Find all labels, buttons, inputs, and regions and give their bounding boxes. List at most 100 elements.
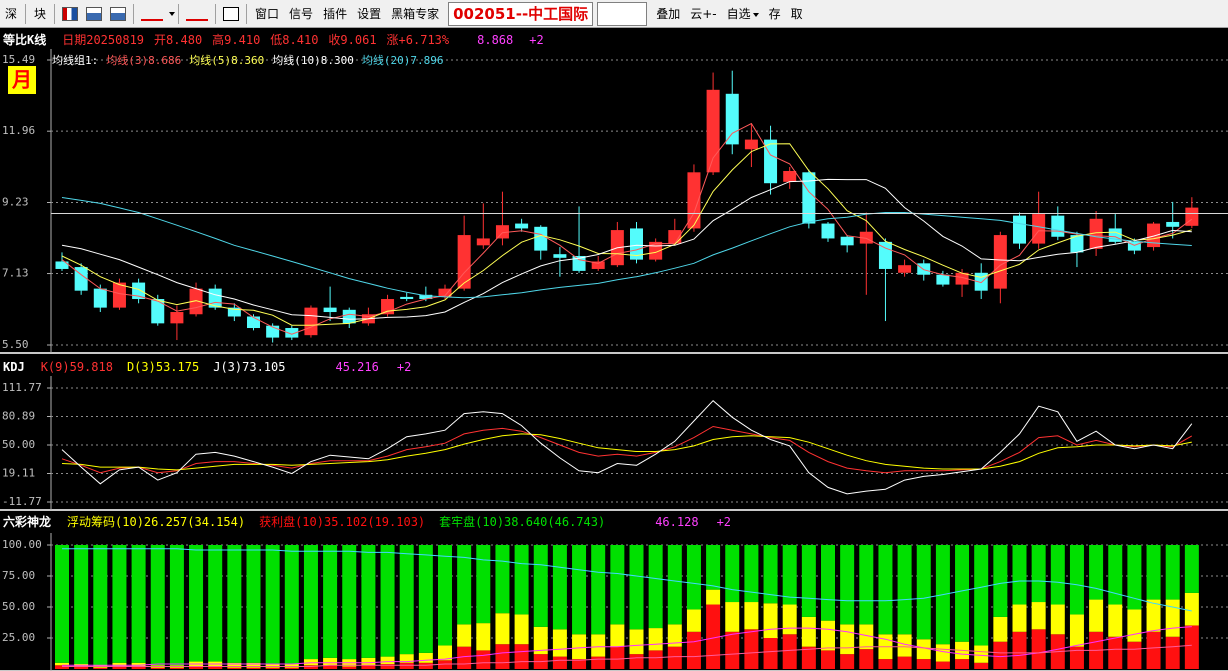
candle-body — [783, 170, 797, 182]
toolbar-button[interactable]: 取 — [790, 7, 803, 21]
bar-segment — [782, 634, 797, 669]
bar-segment — [380, 664, 395, 669]
bar-segment — [93, 545, 108, 666]
legend-name: K(9) — [41, 360, 70, 374]
bar-segment — [112, 666, 127, 669]
bar-segment — [591, 545, 606, 635]
bar-segment — [821, 545, 835, 621]
bar-segment — [935, 644, 950, 662]
candle-body — [917, 263, 931, 275]
period-badge — [8, 66, 36, 94]
bar-segment — [1031, 602, 1046, 630]
bar-segment — [859, 545, 874, 625]
icon-button[interactable] — [110, 6, 127, 21]
toolbar-button[interactable]: 深 — [5, 7, 18, 21]
bar-segment — [131, 662, 146, 667]
header-extra: 45.216 — [335, 360, 378, 374]
toolbar-button[interactable]: 块 — [34, 7, 47, 21]
bar-segment — [284, 664, 299, 668]
bar-segment — [457, 545, 472, 625]
header-item: 低8.410 — [270, 33, 318, 47]
bar-segment — [686, 545, 701, 610]
icon-button[interactable] — [62, 6, 79, 21]
bar-segment — [1089, 545, 1104, 600]
bar-segment — [667, 646, 682, 669]
header-item: 开8.480 — [154, 33, 202, 47]
bar-segment — [246, 667, 261, 669]
bar-segment — [1165, 636, 1180, 669]
bar-segment — [476, 545, 491, 624]
icon-button[interactable] — [186, 7, 209, 21]
indicator-line — [61, 433, 1192, 471]
bar-segment — [725, 602, 740, 632]
toolbar-button[interactable]: 叠加 — [656, 7, 681, 21]
bar-segment — [112, 545, 127, 663]
icon-button[interactable] — [223, 6, 240, 21]
menu-item[interactable]: 插件 — [323, 7, 348, 21]
icon-button[interactable] — [141, 7, 164, 21]
candle-body — [400, 296, 414, 300]
bar-segment — [591, 656, 606, 669]
candle-body — [993, 235, 1007, 289]
stock-code-box[interactable]: 002051--中工国际 — [448, 1, 594, 26]
bar-segment — [1127, 545, 1142, 610]
bar-segment — [533, 545, 548, 627]
candle-body — [151, 299, 165, 324]
bar-segment — [131, 666, 146, 669]
candle-body — [955, 272, 969, 285]
candle-body — [898, 265, 912, 273]
toolbar-button[interactable]: 存 — [768, 7, 781, 21]
menu-item[interactable]: 设置 — [357, 7, 382, 21]
bar-segment — [974, 662, 989, 669]
icon-button[interactable] — [86, 6, 103, 21]
candle-body — [1147, 223, 1161, 248]
header-item: 高9.410 — [212, 32, 260, 47]
bar-segment — [265, 667, 280, 669]
bar-segment — [380, 545, 395, 657]
header-item: 涨+6.713% — [387, 32, 450, 47]
period-label: 月 — [11, 68, 32, 92]
bar-segment — [361, 657, 376, 666]
menu-item[interactable]: 窗口 — [255, 7, 280, 21]
y-tick-label: -11.77 — [2, 495, 42, 508]
bar-segment — [342, 666, 357, 669]
input-box[interactable] — [597, 1, 648, 26]
candle-body — [476, 238, 490, 246]
bar-segment — [629, 629, 644, 655]
legend-value: 53.175 — [156, 360, 199, 374]
toolbar-button[interactable]: 自选 — [722, 5, 764, 22]
bar-segment — [418, 662, 433, 669]
bar-segment — [610, 646, 625, 669]
bar-segment — [150, 667, 165, 669]
bar-segment — [897, 634, 912, 657]
bar-segment — [859, 624, 874, 650]
bar-segment — [974, 545, 989, 646]
bar-segment — [399, 545, 414, 655]
bar-segment — [189, 545, 204, 662]
legend-name: 获利盘(10) — [259, 514, 324, 529]
bar-segment — [840, 654, 855, 669]
y-tick-label: 25.00 — [2, 631, 35, 644]
ma-line — [61, 143, 1192, 326]
toolbar-button[interactable]: 云+- — [690, 7, 717, 21]
bar-segment — [878, 545, 893, 635]
bar-segment — [782, 545, 797, 605]
bar-segment — [1127, 641, 1142, 669]
legend-value: 59.818 — [70, 360, 113, 374]
dropdown-caret[interactable] — [169, 11, 176, 16]
bar-segment — [572, 545, 587, 635]
y-tick-label: 19.11 — [2, 467, 35, 480]
candle-body — [706, 89, 720, 173]
menu-item[interactable]: 黑箱专家 — [391, 7, 440, 21]
y-tick-label: 9.23 — [2, 196, 29, 209]
bar-segment — [629, 545, 644, 630]
bar-segment — [150, 545, 165, 666]
candle-body — [1166, 221, 1180, 227]
bar-segment — [1108, 636, 1123, 669]
bar-segment — [1146, 631, 1161, 669]
bar-segment — [801, 616, 816, 647]
menu-item[interactable]: 信号 — [289, 7, 314, 21]
legend-value: 8.300 — [321, 54, 354, 67]
bar-segment — [495, 613, 510, 645]
